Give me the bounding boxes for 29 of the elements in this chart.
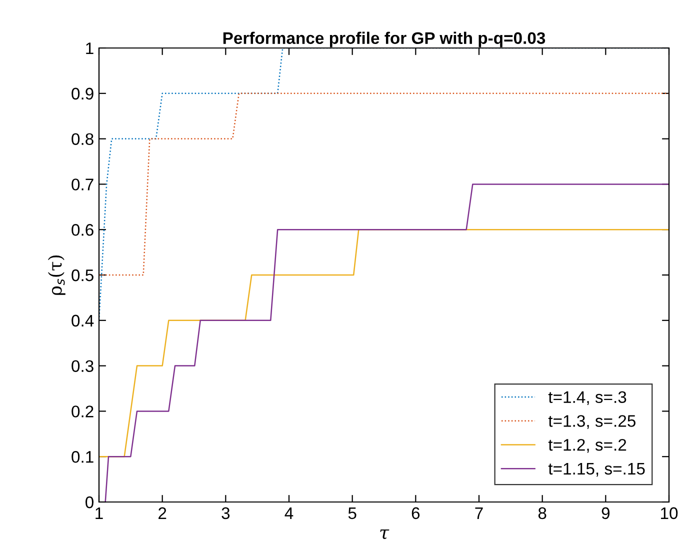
- legend-label: t=1.15, s=.15: [548, 462, 645, 477]
- x-tick-label: 8: [538, 507, 546, 520]
- x-tick-label: 3: [222, 507, 230, 520]
- legend-label: t=1.4, s=.3: [548, 391, 626, 405]
- legend-label: t=1.2, s=.2: [548, 438, 626, 453]
- y-tick-label: 0.2: [72, 406, 94, 418]
- x-tick-label: 2: [158, 507, 166, 519]
- legend-label: t=1.3, s=.25: [548, 415, 636, 429]
- y-tick-label: 0.4: [72, 314, 94, 327]
- y-tick-label: 1: [86, 42, 94, 54]
- x-tick-label: 9: [602, 507, 610, 520]
- y-tick-label: 0.5: [72, 269, 94, 282]
- chart-title: Performance profile for GP with p-q=0.03: [223, 32, 546, 48]
- y-tick-label: 0: [86, 496, 94, 508]
- y-tick-label: 0.8: [72, 133, 94, 146]
- y-tick-label: 0.7: [72, 178, 94, 190]
- y-tick-label: 0.3: [72, 360, 94, 372]
- x-tick-label: 1: [96, 507, 103, 519]
- x-tick-label: 10: [661, 507, 678, 520]
- y-tick-label: 0.9: [72, 88, 94, 100]
- x-tick-label: 6: [412, 507, 420, 520]
- y-axis-title: ρ$_{s}$(τ): [48, 256, 66, 295]
- y-tick-label: 0.6: [72, 224, 94, 236]
- x-tick-label: 5: [348, 507, 356, 520]
- x-axis-title: τ: [380, 530, 390, 540]
- y-tick-label: 0.1: [72, 451, 94, 463]
- x-tick-label: 7: [475, 507, 483, 519]
- line-series: [104, 184, 669, 502]
- x-tick-label: 4: [284, 507, 294, 519]
